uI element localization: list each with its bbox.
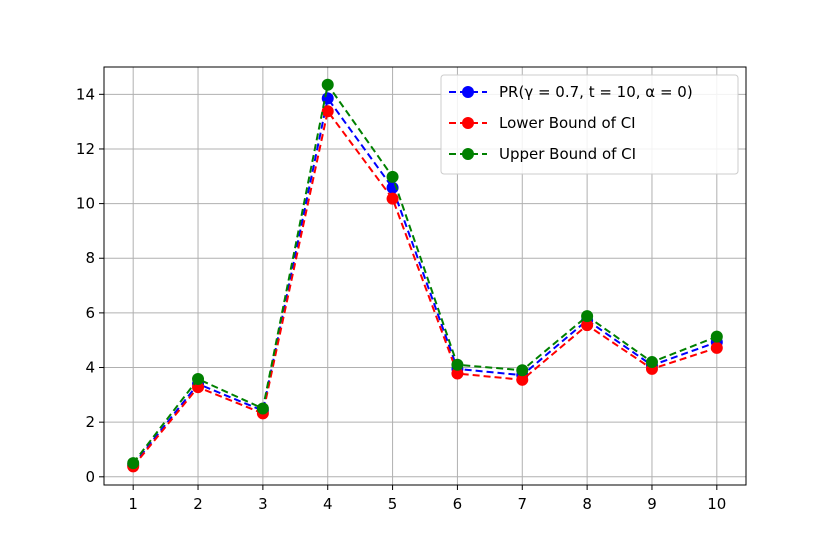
y-tick-label: 8: [85, 249, 95, 267]
y-tick-label: 14: [76, 85, 95, 103]
data-point: [321, 78, 334, 91]
series-line: [132, 82, 718, 464]
legend-item: PR(γ = 0.7, t = 10, α = 0): [449, 83, 693, 101]
data-point: [321, 105, 334, 118]
y-tick-label: 10: [76, 195, 95, 213]
x-tick-label: 10: [707, 495, 726, 513]
data-point: [451, 358, 464, 371]
y-tick-label: 4: [85, 359, 95, 377]
data-point: [581, 319, 594, 332]
data-point: [192, 372, 205, 385]
legend-item: Lower Bound of CI: [449, 114, 636, 132]
x-tick-label: 9: [647, 495, 657, 513]
plot-frame: [103, 66, 747, 486]
x-tick-label: 3: [258, 495, 268, 513]
x-tick-label: 8: [582, 495, 592, 513]
data-point: [710, 341, 723, 354]
data-point: [127, 457, 140, 470]
x-axis: 1 2 3 4 5 6 7 8 9 10: [128, 485, 726, 513]
x-tick-label: 1: [128, 495, 138, 513]
legend-marker: [462, 86, 474, 98]
series-line: [132, 96, 718, 466]
x-tick-label: 6: [453, 495, 463, 513]
legend-marker: [462, 117, 474, 129]
legend-label: Lower Bound of CI: [499, 114, 636, 132]
x-tick-label: 7: [517, 495, 527, 513]
series-line: [132, 108, 718, 468]
legend-box: [440, 74, 739, 175]
data-point: [451, 367, 464, 380]
data-point: [256, 402, 269, 415]
data-point: [386, 170, 399, 183]
legend-label: Upper Bound of CI: [499, 145, 636, 163]
data-point: [516, 373, 529, 386]
data-point: [581, 310, 594, 323]
y-tick-label: 2: [85, 413, 95, 431]
y-tick-label: 0: [85, 468, 95, 486]
legend: PR(γ = 0.7, t = 10, α = 0) Lower Bound of…: [440, 74, 739, 175]
legend-label: PR(γ = 0.7, t = 10, α = 0): [499, 83, 693, 101]
y-tick-label: 6: [85, 304, 95, 322]
x-tick-label: 5: [388, 495, 398, 513]
data-point: [710, 330, 723, 343]
y-axis: 0 2 4 6 8 10 12 14: [76, 85, 104, 486]
x-tick-label: 2: [193, 495, 203, 513]
data-point: [386, 192, 399, 205]
series-2: [127, 105, 723, 473]
legend-item: Upper Bound of CI: [449, 145, 636, 163]
series-layer: [127, 78, 723, 473]
x-tick-label: 4: [323, 495, 333, 513]
y-tick-label: 12: [76, 140, 95, 158]
legend-marker: [462, 148, 474, 160]
data-point: [516, 364, 529, 377]
series-3: [127, 78, 723, 470]
data-point: [645, 356, 658, 369]
